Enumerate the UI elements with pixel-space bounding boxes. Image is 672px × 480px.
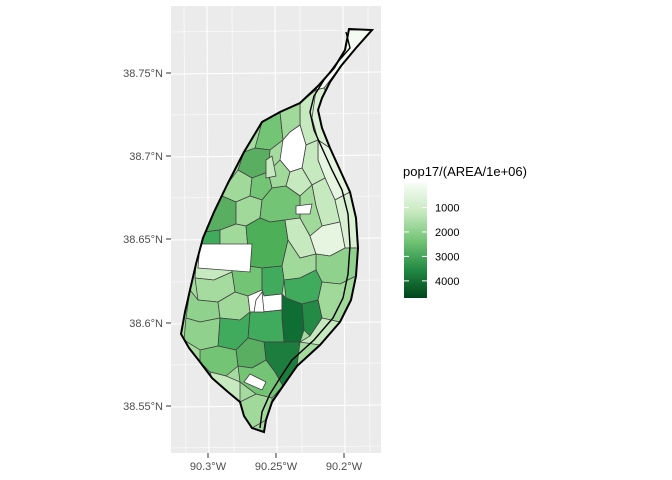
tract-s10 — [247, 309, 285, 343]
legend-colorbar — [404, 183, 427, 298]
legend-title: pop17/(AREA/1e+06) — [403, 164, 527, 179]
y-axis — [166, 72, 171, 407]
y-tick-label: 38.55°N — [123, 401, 163, 413]
tract-white-s — [243, 373, 267, 391]
tract-c1 — [245, 217, 289, 269]
y-tick-label: 38.7°N — [129, 151, 163, 163]
tract-white-c — [295, 203, 313, 215]
x-tick-label: 90.2°W — [326, 461, 363, 473]
legend-label: 4000 — [435, 276, 459, 288]
legend-ticks — [404, 206, 427, 282]
legend-label: 3000 — [435, 251, 459, 263]
y-tick-label: 38.75°N — [123, 68, 163, 80]
legend-label: 2000 — [435, 227, 459, 239]
y-tick-label: 38.6°N — [129, 318, 163, 330]
city-boundary — [179, 27, 375, 434]
legend: pop17/(AREA/1e+06) 1000 2000 3000 4000 — [403, 164, 527, 298]
tract-white-c2 — [253, 290, 265, 313]
tract-white-w — [197, 243, 253, 273]
x-tick-label: 90.3°W — [190, 461, 227, 473]
x-tick-label: 90.25°W — [255, 461, 298, 473]
inner-boundary — [259, 31, 351, 429]
legend-label: 1000 — [435, 202, 459, 214]
y-tick-label: 38.65°N — [123, 234, 163, 246]
x-axis — [207, 453, 345, 458]
tract-c6 — [265, 155, 277, 179]
tract-s3 — [261, 265, 285, 297]
graticule — [170, 5, 382, 454]
